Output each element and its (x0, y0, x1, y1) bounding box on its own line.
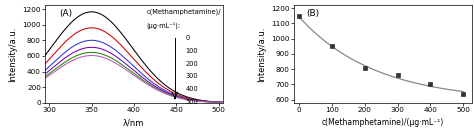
Point (394, 74, 401, 76)
Point (427, 83, 434, 85)
Y-axis label: Intensity/a.u.: Intensity/a.u. (256, 26, 265, 82)
Text: 0: 0 (185, 35, 190, 41)
Text: 400: 400 (185, 86, 198, 92)
Point (361, 67, 368, 69)
Y-axis label: Intensity/a.u.: Intensity/a.u. (8, 26, 17, 82)
X-axis label: λ/nm: λ/nm (123, 118, 145, 127)
Point (460, 93, 467, 95)
Text: 500: 500 (185, 99, 198, 105)
Text: (B): (B) (306, 9, 319, 18)
Text: c(Methamphetamine)/: c(Methamphetamine)/ (146, 8, 221, 15)
Text: (A): (A) (59, 9, 73, 18)
Text: (μg·mL⁻¹):: (μg·mL⁻¹): (146, 22, 181, 29)
Point (328, 45, 336, 47)
X-axis label: c(Methamphetamine)/(μg·mL⁻¹): c(Methamphetamine)/(μg·mL⁻¹) (322, 118, 444, 127)
Point (295, 15, 302, 17)
Text: 300: 300 (185, 73, 198, 79)
Text: 100: 100 (185, 48, 198, 54)
Text: 200: 200 (185, 61, 198, 67)
